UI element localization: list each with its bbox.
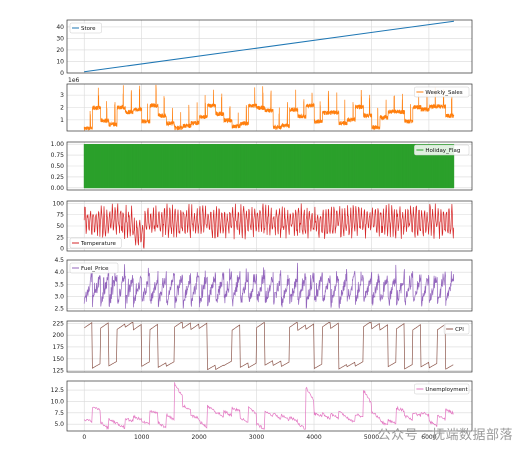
y-tick-label: 10: [56, 58, 64, 65]
axes-frame: [66, 320, 473, 373]
watermark: 公众号 · 抚端数据部落: [377, 428, 513, 443]
panel-temperature: 0 25 50 75 100 Temperature: [53, 200, 473, 253]
axes-frame: [66, 259, 473, 312]
legend-box: [69, 22, 102, 34]
y-tick-label: 175: [53, 344, 65, 351]
y-tick-label: 0: [60, 246, 64, 253]
y-tick-label: 50: [56, 223, 64, 230]
y-tick-label: 100: [53, 200, 65, 207]
panel-cpi: 125 150 175 200 225 CPI: [53, 320, 473, 375]
panel-fuel-price: 2.5 3.0 3.5 4.0 4.5 Fuel_Price: [54, 257, 473, 313]
y-tick-label: 3: [60, 92, 64, 99]
holiday-spikes: [83, 144, 455, 189]
series-line-cpi: [84, 321, 454, 371]
y-tick-label: 0.25: [51, 174, 65, 181]
legend-box: [414, 383, 470, 395]
x-tick-label: 1000: [134, 434, 149, 441]
axes-frame: [66, 200, 473, 252]
series-line-unemployment: [83, 382, 454, 430]
legend: Store: [69, 22, 102, 34]
y-tick-label: 2: [60, 105, 64, 112]
series-line-fuel-price: [83, 262, 455, 309]
panel-store: 0 10 20 30 40 Store: [56, 19, 473, 77]
panel-unemployment: 5.0 7.5 10.0 12.5 Unemployment: [51, 380, 473, 432]
y-tick-label: 1: [60, 117, 64, 124]
y-tick-label: 40: [56, 24, 64, 31]
y-tick-label: 10.0: [51, 398, 65, 405]
x-tick-label: 5000: [364, 434, 379, 441]
legend-label: Holiday_Flag: [425, 148, 460, 154]
series-line-temperature: [83, 203, 455, 249]
legend: Temperature: [69, 237, 122, 249]
legend-box: [443, 323, 470, 335]
x-tick-label: 2000: [191, 434, 206, 441]
x-tick-label: 0: [82, 434, 86, 441]
legend-label: Fuel_Price: [81, 266, 109, 272]
legend-box: [69, 237, 122, 249]
y-tick-label: 1.00: [51, 141, 65, 148]
legend: Holiday_Flag: [414, 144, 470, 156]
y-tick-label: 200: [53, 332, 65, 339]
x-tick-label: 6000: [421, 434, 436, 441]
legend-label: Temperature: [80, 241, 116, 247]
y-tick-label: 5.0: [54, 421, 64, 428]
y-tick-label: 0.00: [51, 185, 65, 192]
axes-frame: [66, 19, 473, 74]
legend-label: Store: [81, 26, 96, 32]
y-tick-label: 75: [56, 212, 64, 219]
y-tick-label: 12.5: [51, 387, 65, 394]
x-tick-label: 4000: [306, 434, 321, 441]
legend-box: [414, 144, 470, 156]
axes-frame: [66, 141, 473, 191]
y-tick-label: 4.5: [54, 257, 64, 264]
y-tick-label: 4.0: [54, 269, 64, 276]
y-tick-label: 125: [53, 368, 65, 375]
y-tick-label: 225: [53, 320, 65, 327]
legend-box: [414, 86, 470, 98]
axes-frame: [66, 380, 473, 432]
y-tick-label: 0.50: [51, 163, 65, 170]
legend-label: CPI: [455, 327, 464, 333]
y-tick-label: 25: [56, 234, 64, 241]
legend: Fuel_Price: [69, 262, 119, 274]
y-tick-label: 30: [56, 35, 64, 42]
y-tick-label: 20: [56, 47, 64, 54]
y-tick-label: 7.5: [54, 410, 64, 417]
legend: Weekly_Sales: [414, 86, 470, 98]
x-tick-label: 3000: [249, 434, 264, 441]
y-tick-label: 2.5: [54, 306, 64, 313]
legend-box: [69, 262, 119, 274]
y-tick-label: 3.5: [54, 281, 64, 288]
series-line-store: [84, 20, 454, 73]
legend: Unemployment: [414, 383, 470, 395]
legend: CPI: [443, 323, 470, 335]
y-tick-label: 0.75: [51, 152, 65, 159]
y-tick-label: 150: [53, 356, 65, 363]
y-tick-label: 0: [60, 70, 64, 77]
legend-label: Unemployment: [425, 387, 468, 393]
legend-label: Weekly_Sales: [425, 90, 462, 96]
axes-frame: [66, 83, 473, 132]
y-exponent-label: 1e6: [68, 77, 80, 84]
series-line-weekly-sales: [83, 84, 455, 132]
panel-holiday-flag: 0.00 0.25 0.50 0.75 1.00 Holiday_Flag: [51, 141, 473, 192]
panel-weekly-sales: 1 2 3 1e6 Weekly_Sales: [60, 77, 473, 132]
y-tick-label: 3.0: [54, 293, 64, 300]
